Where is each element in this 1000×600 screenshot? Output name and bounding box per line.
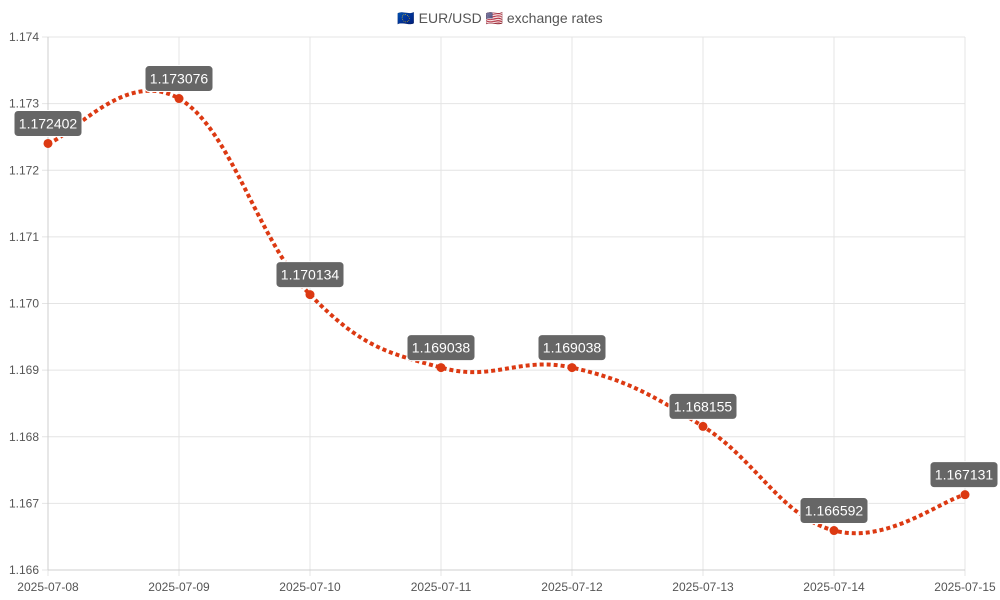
data-point[interactable] bbox=[829, 526, 839, 536]
y-tick-label: 1.169 bbox=[9, 363, 39, 377]
data-label: 1.169038 bbox=[406, 334, 476, 362]
data-label-value: 1.167131 bbox=[935, 467, 994, 483]
x-tick-label: 2025-07-15 bbox=[934, 580, 996, 594]
data-label-value: 1.172402 bbox=[19, 115, 78, 131]
x-tick-label: 2025-07-12 bbox=[541, 580, 603, 594]
y-tick-label: 1.167 bbox=[9, 496, 39, 510]
data-label-box bbox=[275, 261, 345, 289]
data-label-value: 1.168155 bbox=[674, 398, 733, 414]
axes: 1.166 1.167 1.168 1.169 1.170 1.171 1.172 1.173… bbox=[9, 30, 996, 594]
data-point[interactable] bbox=[174, 94, 184, 104]
data-label: 1.166592 bbox=[799, 497, 869, 525]
data-label-box bbox=[668, 392, 738, 420]
data-label-box bbox=[13, 109, 83, 137]
x-tick-label: 2025-07-13 bbox=[672, 580, 734, 594]
y-tick-label: 1.168 bbox=[9, 430, 39, 444]
data-label: 1.169038 bbox=[537, 334, 607, 362]
data-label-box bbox=[799, 497, 869, 525]
data-point[interactable] bbox=[43, 138, 53, 148]
data-label: 1.167131 bbox=[929, 461, 999, 489]
data-label: 1.168155 bbox=[668, 392, 738, 420]
data-point[interactable] bbox=[305, 290, 315, 300]
data-label-box bbox=[929, 461, 999, 489]
data-point[interactable] bbox=[960, 490, 970, 500]
y-tick-label: 1.166 bbox=[9, 563, 39, 577]
y-tick-label: 1.172 bbox=[9, 163, 39, 177]
data-label: 1.172402 bbox=[13, 109, 83, 137]
data-label-value: 1.173076 bbox=[150, 71, 209, 87]
data-point[interactable] bbox=[567, 363, 577, 373]
x-tick-label: 2025-07-14 bbox=[803, 580, 865, 594]
data-label-box bbox=[144, 65, 214, 93]
y-tick-label: 1.173 bbox=[9, 97, 39, 111]
data-label-box bbox=[537, 334, 607, 362]
data-label-value: 1.170134 bbox=[281, 267, 340, 283]
data-label: 1.173076 bbox=[144, 65, 214, 93]
x-tick-label: 2025-07-11 bbox=[411, 580, 472, 594]
data-point[interactable] bbox=[698, 421, 708, 431]
grid bbox=[42, 36, 966, 576]
data-label-value: 1.169038 bbox=[543, 340, 602, 356]
x-tick-label: 2025-07-09 bbox=[148, 580, 210, 594]
y-tick-label: 1.174 bbox=[9, 30, 39, 44]
y-tick-label: 1.170 bbox=[9, 297, 39, 311]
x-tick-label: 2025-07-10 bbox=[279, 580, 341, 594]
chart-title: 🇪🇺 EUR/USD 🇺🇸 exchange rates bbox=[397, 10, 602, 26]
x-tick-label: 2025-07-08 bbox=[17, 580, 79, 594]
data-label-box bbox=[406, 334, 476, 362]
data-point[interactable] bbox=[436, 363, 446, 373]
series-line bbox=[47, 88, 966, 536]
series-layer bbox=[43, 88, 970, 536]
y-tick-label: 1.171 bbox=[9, 230, 39, 244]
data-label-value: 1.166592 bbox=[805, 503, 864, 519]
data-label: 1.170134 bbox=[275, 261, 345, 289]
data-labels: 1.172402 1.173076 1.170134 1.169038 1.169038… bbox=[13, 65, 999, 525]
data-label-value: 1.169038 bbox=[412, 340, 471, 356]
